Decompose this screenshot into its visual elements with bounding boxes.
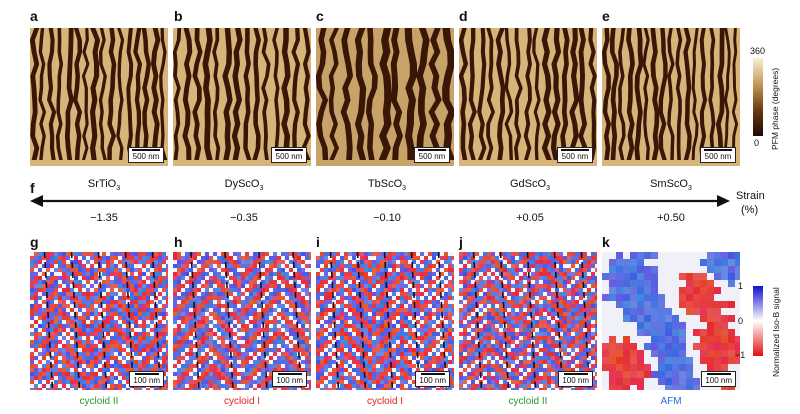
nv-image-h: 100 nm (173, 252, 311, 390)
colorbar-title: Normalized Iso-B signal (771, 287, 781, 377)
iso-b-map (316, 252, 454, 390)
caption-i: cycloid I (366, 396, 404, 407)
substrate-tbsco3: TbScO3 (367, 178, 407, 193)
panel-label-a: a (30, 8, 38, 24)
substrate-srtio3: SrTiO3 (87, 178, 121, 193)
caption-h: cycloid I (223, 396, 261, 407)
scale-bar-label: 500 nm (132, 152, 160, 161)
colorbar-mid-label: 0 (738, 316, 744, 326)
panel-label-f: f (30, 180, 35, 196)
nv-image-g: 100 nm (30, 252, 168, 390)
scale-bar: 100 nm (415, 371, 450, 387)
nv-image-k: 100 nm (602, 252, 740, 390)
iso-b-colorbar (753, 286, 763, 356)
panel-label-g: g (30, 234, 39, 250)
scale-bar-label: 500 nm (418, 152, 446, 161)
strain-value-srtio3: −1.35 (90, 212, 118, 224)
strain-value-dysco3: −0.35 (230, 212, 258, 224)
nv-image-i: 100 nm (316, 252, 454, 390)
strain-value-gdsco3: +0.05 (516, 212, 544, 224)
domain-map (173, 28, 311, 166)
colorbar-title: PFM phase (degrees) (770, 67, 780, 150)
iso-b-map (459, 252, 597, 390)
scale-bar-label: 100 nm (133, 376, 160, 385)
scale-bar-label: 100 nm (419, 376, 446, 385)
substrate-dysco3: DyScO3 (224, 178, 264, 193)
pfm-phase-colorbar (753, 58, 763, 136)
colorbar-max-label: 360 (750, 46, 766, 56)
scale-bar-label: 100 nm (276, 376, 303, 385)
strain-arrow (30, 195, 730, 207)
pfm-image-e: 500 nm (602, 28, 740, 166)
scale-bar: 100 nm (558, 371, 593, 387)
panel-label-i: i (316, 234, 320, 250)
domain-map (602, 28, 740, 166)
substrate-gdsco3: GdScO3 (510, 178, 550, 193)
scale-bar: 100 nm (129, 371, 164, 387)
pfm-image-b: 500 nm (173, 28, 311, 166)
colorbar-min-label: −1 (735, 350, 746, 360)
panel-label-j: j (459, 234, 463, 250)
panel-label-d: d (459, 8, 468, 24)
strain-axis-title: Strain (736, 190, 765, 202)
strain-axis-unit: (%) (741, 204, 759, 216)
panel-label-e: e (602, 8, 610, 24)
scale-bar-label: 100 nm (705, 376, 732, 385)
caption-g: cycloid II (79, 396, 119, 407)
domain-map (30, 28, 168, 166)
scale-bar: 500 nm (557, 147, 593, 163)
iso-b-map (602, 252, 740, 390)
scale-bar: 500 nm (700, 147, 736, 163)
panel-label-c: c (316, 8, 324, 24)
pfm-image-a: 500 nm (30, 28, 168, 166)
nv-image-j: 100 nm (459, 252, 597, 390)
scale-bar: 500 nm (414, 147, 450, 163)
domain-map (316, 28, 454, 166)
scale-bar: 100 nm (272, 371, 307, 387)
iso-b-map (30, 252, 168, 390)
scale-bar: 500 nm (271, 147, 307, 163)
scale-bar-label: 500 nm (561, 152, 589, 161)
colorbar-min-label: 0 (754, 138, 760, 148)
pfm-image-c: 500 nm (316, 28, 454, 166)
scale-bar: 100 nm (701, 371, 736, 387)
strain-value-tbsco3: −0.10 (373, 212, 401, 224)
scale-bar-label: 500 nm (704, 152, 732, 161)
panel-label-k: k (602, 234, 610, 250)
strain-value-smsco3: +0.50 (657, 212, 685, 224)
scale-bar-label: 100 nm (562, 376, 589, 385)
caption-k: AFM (660, 396, 682, 407)
pfm-image-d: 500 nm (459, 28, 597, 166)
panel-label-h: h (174, 234, 183, 250)
caption-j: cycloid II (508, 396, 548, 407)
panel-label-b: b (174, 8, 183, 24)
colorbar-max-label: 1 (738, 281, 744, 291)
scale-bar-label: 500 nm (275, 152, 303, 161)
scale-bar: 500 nm (128, 147, 164, 163)
domain-map (459, 28, 597, 166)
iso-b-map (173, 252, 311, 390)
substrate-smsco3: SmScO3 (650, 178, 692, 193)
